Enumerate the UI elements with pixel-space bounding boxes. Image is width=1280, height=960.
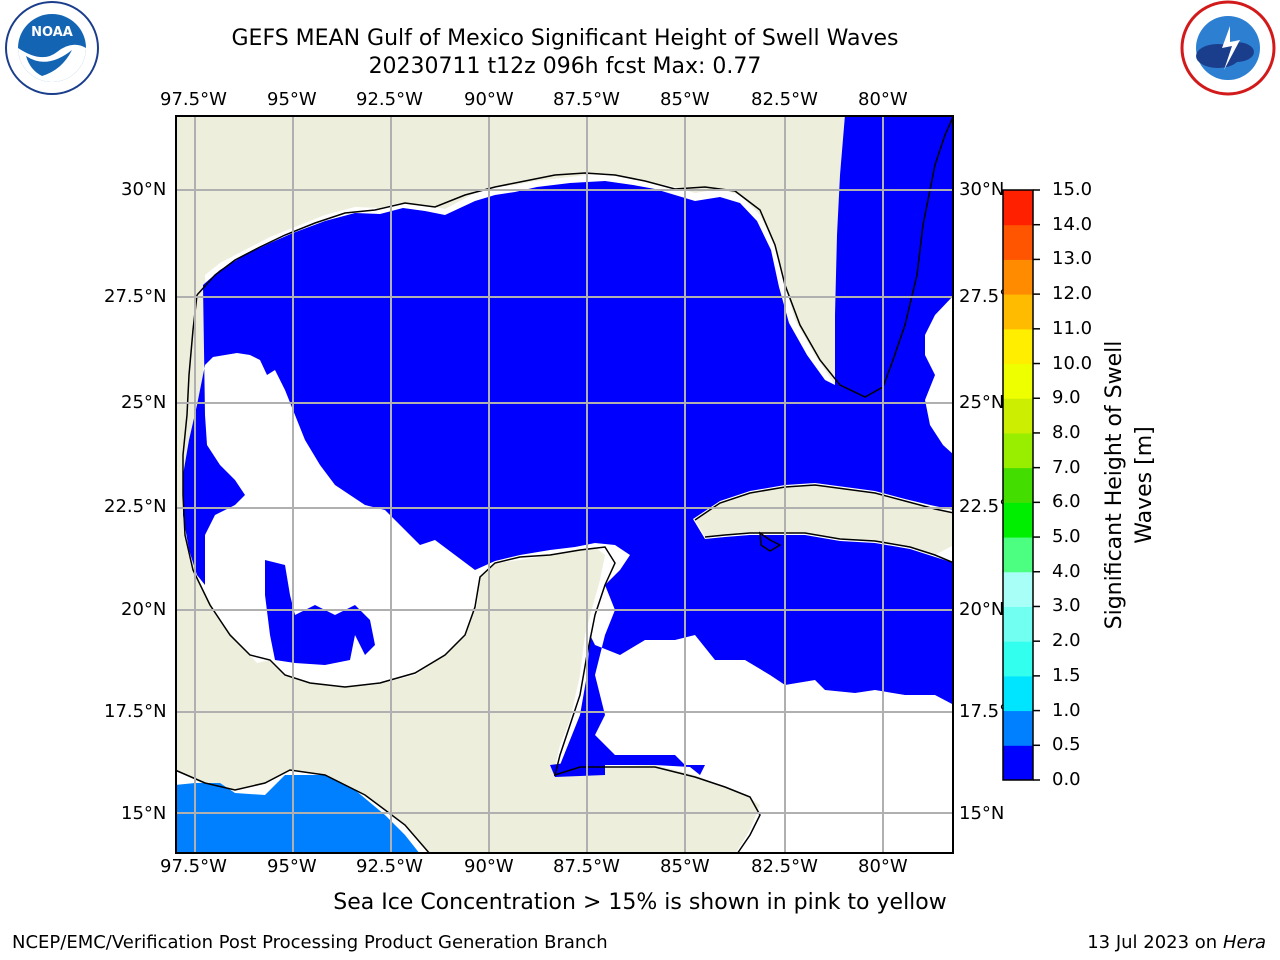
lat-label-right: 30°N [959, 179, 1005, 200]
noaa-logo: NOAA [5, 1, 99, 95]
colorbar-segment [1003, 467, 1033, 503]
lon-label-top: 97.5°W [160, 89, 227, 110]
date-prefix: 13 Jul 2023 on [1087, 932, 1223, 953]
colorbar-segment [1003, 259, 1033, 295]
lon-label-top: 90°W [464, 89, 514, 110]
map-subtitle: 20230711 t12z 096h fcst Max: 0.77 [368, 54, 762, 79]
colorbar-tick-label: 4.0 [1052, 560, 1081, 582]
map-panel [175, 115, 954, 854]
colorbar-segment [1003, 190, 1033, 226]
colorbar-segment [1003, 502, 1033, 538]
colorbar-segment [1003, 398, 1033, 434]
colorbar-segment [1003, 710, 1033, 746]
colorbar-segment [1003, 294, 1033, 330]
lon-label-bottom: 87.5°W [553, 856, 620, 877]
lat-label-left: 15°N [121, 803, 167, 824]
colorbar-segment [1003, 745, 1033, 781]
cuba-land [695, 485, 954, 555]
colorbar-segment [1003, 571, 1033, 607]
colorbar-title: Significant Height of Swell Waves [m] [1100, 341, 1160, 630]
colorbar-frame [1002, 189, 1034, 781]
lat-label-left: 17.5°N [104, 701, 167, 722]
lon-label-top: 85°W [660, 89, 710, 110]
colorbar-title-line1: Significant Height of Swell [1102, 340, 1127, 630]
colorbar-segment [1003, 606, 1033, 642]
colorbar-tick-label: 0.0 [1052, 769, 1081, 790]
map-title: GEFS MEAN Gulf of Mexico Significant Hei… [231, 26, 899, 51]
colorbar-title-line2: Waves [m] [1132, 426, 1157, 544]
colorbar-segment [1003, 641, 1033, 677]
lon-label-bottom: 90°W [464, 856, 514, 877]
colorbar-tick-label: 5.0 [1052, 526, 1081, 548]
lat-label-right: 25°N [959, 392, 1005, 413]
lon-label-top: 92.5°W [356, 89, 423, 110]
colorbar-tick-label: 3.0 [1052, 595, 1081, 617]
credit-text: NCEP/EMC/Verification Post Processing Pr… [12, 932, 608, 953]
lat-label-left: 30°N [121, 179, 167, 200]
noaa-logo-text: NOAA [31, 25, 73, 40]
colorbar-tick-label: 2.0 [1052, 630, 1081, 652]
colorbar-tick-label: 7.0 [1052, 456, 1081, 478]
colorbar-segment [1003, 675, 1033, 712]
colorbar-tick-label: 1.5 [1052, 664, 1081, 686]
lon-label-bottom: 80°W [858, 856, 908, 877]
colorbar-tick-label: 6.0 [1052, 491, 1081, 513]
lon-label-bottom: 97.5°W [160, 856, 227, 877]
lon-label-top: 80°W [858, 89, 908, 110]
lon-label-top: 95°W [267, 89, 317, 110]
lon-label-bottom: 95°W [267, 856, 317, 877]
colorbar-segment [1003, 537, 1033, 573]
coastlines [175, 115, 954, 854]
colorbar-tick-label: 10.0 [1052, 352, 1093, 374]
colorbar-segment [1003, 363, 1033, 399]
lon-label-bottom: 92.5°W [356, 856, 423, 877]
colorbar-tick-label: 0.5 [1052, 734, 1081, 756]
colorbar [1002, 189, 1040, 781]
lat-label-right: 15°N [959, 803, 1005, 824]
colorbar-tick-label: 13.0 [1052, 248, 1093, 270]
colorbar-segment [1003, 224, 1033, 260]
nws-logo [1180, 0, 1276, 96]
lat-label-left: 27.5°N [104, 286, 167, 307]
date-text: 13 Jul 2023 on Hera [1087, 932, 1266, 953]
graticule [175, 115, 954, 854]
lon-label-top: 87.5°W [553, 89, 620, 110]
colorbar-tick-label: 8.0 [1052, 421, 1081, 443]
lat-label-left: 25°N [121, 392, 167, 413]
colorbar-segment [1003, 432, 1033, 469]
lon-label-bottom: 85°W [660, 856, 710, 877]
colorbar-tick-label: 9.0 [1052, 387, 1081, 409]
lat-label-left: 22.5°N [104, 496, 167, 517]
sea-ice-footnote: Sea Ice Concentration > 15% is shown in … [333, 890, 947, 915]
colorbar-segment [1003, 328, 1033, 365]
lon-label-top: 82.5°W [751, 89, 818, 110]
colorbar-tick-label: 12.0 [1052, 283, 1093, 305]
lon-label-bottom: 82.5°W [751, 856, 818, 877]
colorbar-tick-label: 14.0 [1052, 213, 1093, 235]
colorbar-tick-label: 11.0 [1052, 317, 1093, 339]
colorbar-tick-label: 1.0 [1052, 699, 1081, 721]
machine-name: Hera [1222, 932, 1266, 953]
lat-label-right: 20°N [959, 599, 1005, 620]
colorbar-tick-label: 15.0 [1052, 179, 1093, 200]
swell-mid-area [175, 775, 420, 854]
lat-label-left: 20°N [121, 599, 167, 620]
